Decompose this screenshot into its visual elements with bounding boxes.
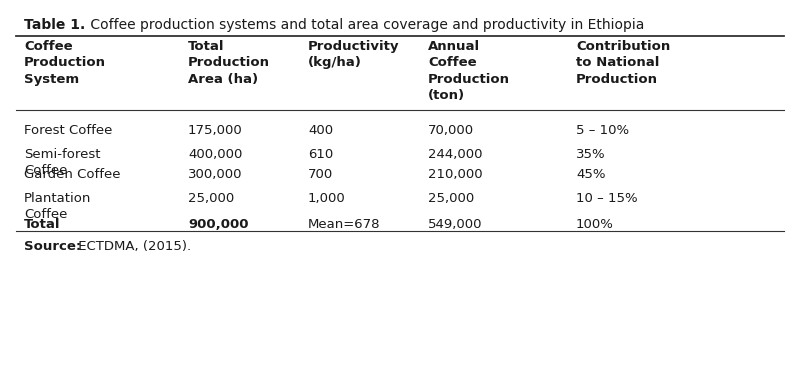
Text: 210,000: 210,000	[428, 168, 482, 181]
Text: Productivity
(kg/ha): Productivity (kg/ha)	[308, 40, 399, 70]
Text: Annual
Coffee
Production
(ton): Annual Coffee Production (ton)	[428, 40, 510, 102]
Text: 100%: 100%	[576, 218, 614, 231]
Text: Coffee production systems and total area coverage and productivity in Ethiopia: Coffee production systems and total area…	[86, 18, 644, 32]
Text: 549,000: 549,000	[428, 218, 482, 231]
Text: 5 – 10%: 5 – 10%	[576, 124, 629, 137]
Text: 244,000: 244,000	[428, 148, 482, 161]
Text: 610: 610	[308, 148, 334, 161]
Text: 300,000: 300,000	[188, 168, 242, 181]
Text: 700: 700	[308, 168, 334, 181]
Text: 400: 400	[308, 124, 333, 137]
Text: Contribution
to National
Production: Contribution to National Production	[576, 40, 670, 86]
Text: 45%: 45%	[576, 168, 606, 181]
Text: Coffee
Production
System: Coffee Production System	[24, 40, 106, 86]
Text: 25,000: 25,000	[428, 192, 474, 205]
Text: 900,000: 900,000	[188, 218, 249, 231]
Text: Total
Production
Area (ha): Total Production Area (ha)	[188, 40, 270, 86]
Text: Plantation
Coffee: Plantation Coffee	[24, 192, 91, 221]
Text: Forest Coffee: Forest Coffee	[24, 124, 112, 137]
Text: Source:: Source:	[24, 240, 82, 253]
Text: Semi-forest
Coffee: Semi-forest Coffee	[24, 148, 101, 177]
Text: Mean=678: Mean=678	[308, 218, 381, 231]
Text: 175,000: 175,000	[188, 124, 242, 137]
Text: 400,000: 400,000	[188, 148, 242, 161]
Text: Total: Total	[24, 218, 61, 231]
Text: Garden Coffee: Garden Coffee	[24, 168, 121, 181]
Text: 1,000: 1,000	[308, 192, 346, 205]
Text: 25,000: 25,000	[188, 192, 234, 205]
Text: ECTDMA, (2015).: ECTDMA, (2015).	[74, 240, 191, 253]
Text: 35%: 35%	[576, 148, 606, 161]
Text: 10 – 15%: 10 – 15%	[576, 192, 638, 205]
Text: Table 1.: Table 1.	[24, 18, 86, 32]
Text: 70,000: 70,000	[428, 124, 474, 137]
